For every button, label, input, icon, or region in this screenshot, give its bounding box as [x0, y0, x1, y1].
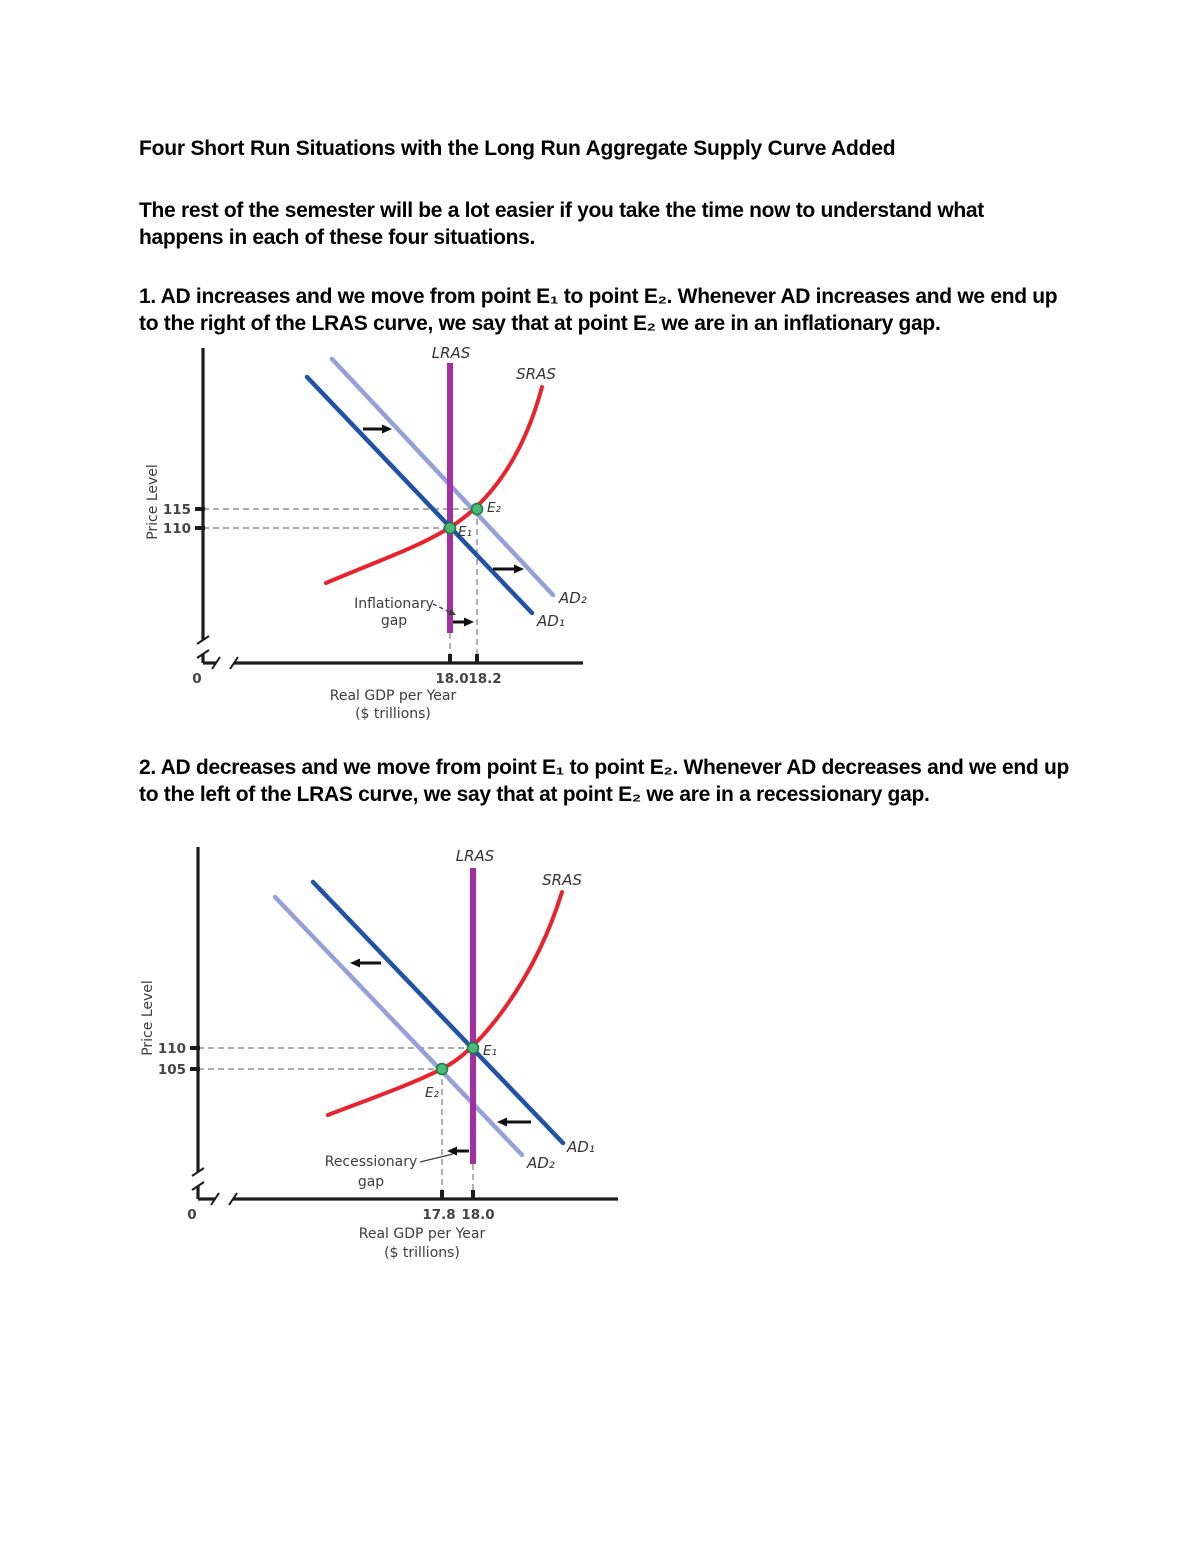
shift-arrow-head	[497, 1117, 507, 1127]
equilibrium-point-label: E₁	[483, 1043, 497, 1059]
equilibrium-point	[470, 502, 484, 516]
y-axis-title: Price Level	[140, 980, 156, 1056]
intro-line-2: happens in each of these four situations…	[139, 226, 536, 249]
x-axis-title-units: ($ trillions)	[355, 706, 431, 722]
inflationary-gap-chart: 115 110 18.0 18.2 0 Price Level Real GDP per Y…	[145, 344, 587, 722]
equilibrium-point	[443, 521, 457, 535]
item2-line-2: to the left of the LRAS curve, we say th…	[139, 783, 930, 806]
x-axis-break	[211, 656, 221, 670]
x-tick-label: 18.0	[435, 671, 468, 687]
x-tick-label: 18.2	[468, 671, 501, 687]
curve-label: SRAS	[542, 871, 582, 889]
x-axis-title: Real GDP per Year	[359, 1226, 486, 1242]
ad1-line	[304, 374, 535, 616]
x-axis-break	[210, 1192, 220, 1206]
curve-label: AD₁	[536, 612, 565, 630]
item1-line-2: to the right of the LRAS curve, we say t…	[139, 312, 941, 335]
equilibrium-point-label: E₂	[487, 500, 502, 516]
x-axis-title: Real GDP per Year	[330, 688, 457, 704]
curve-label: AD₂	[526, 1154, 555, 1172]
y-tick-label: 110	[158, 1041, 186, 1057]
curve-label: AD₂	[558, 589, 587, 607]
equilibrium-point	[466, 1041, 480, 1055]
ad2-line	[272, 894, 525, 1158]
x-axis-break	[229, 656, 239, 670]
sras-curve	[326, 890, 564, 1117]
y-axis-break	[196, 635, 210, 645]
y-tick-label: 115	[163, 502, 191, 518]
curve-label: LRAS	[432, 344, 471, 362]
sras-curve	[324, 385, 544, 585]
gap-pointer-line	[432, 603, 450, 613]
ad2-line	[329, 356, 556, 598]
gap-pointer-line	[419, 1153, 454, 1163]
gap-label: Inflationary	[354, 596, 434, 612]
item2-paragraph: 2. AD decreases and we move from point E…	[139, 754, 1069, 808]
gap-arrow-head	[447, 1146, 457, 1156]
x-axis-title-units: ($ trillions)	[384, 1245, 460, 1261]
origin-label: 0	[187, 1207, 196, 1223]
curve-label: SRAS	[516, 365, 556, 383]
x-tick-label: 18.0	[461, 1207, 494, 1223]
shift-arrow-head	[514, 564, 524, 574]
y-axis-break	[191, 1167, 205, 1177]
curve-label: AD₁	[566, 1138, 595, 1156]
y-axis-break	[191, 1181, 205, 1191]
pointer-head	[448, 608, 456, 616]
equilibrium-point-label: E₁	[458, 524, 472, 540]
gap-label: Recessionary	[325, 1154, 418, 1170]
gap-label: gap	[381, 613, 407, 629]
y-tick-label: 110	[163, 521, 191, 537]
y-axis-title: Price Level	[145, 464, 161, 540]
intro-line-1: The rest of the semester will be a lot e…	[139, 199, 984, 222]
item2-line-1: 2. AD decreases and we move from point E…	[139, 756, 1070, 779]
equilibrium-point-label: E₂	[425, 1085, 440, 1101]
y-axis-break	[196, 649, 210, 659]
recessionary-gap-chart: 110 105 17.8 18.0 0 Price Level Real GDP per Y…	[140, 847, 618, 1261]
item1-line-1: 1. AD increases and we move from point E…	[139, 285, 1058, 308]
equilibrium-point	[435, 1062, 449, 1076]
ad1-line	[310, 879, 566, 1146]
gap-label: gap	[358, 1174, 384, 1190]
origin-label: 0	[192, 671, 201, 687]
shift-arrow-head	[350, 958, 360, 968]
gap-arrow-head	[464, 617, 474, 627]
document-title: Four Short Run Situations with the Long …	[139, 137, 896, 160]
x-axis-break	[228, 1192, 238, 1206]
x-tick-label: 17.8	[422, 1207, 455, 1223]
curve-label: LRAS	[456, 847, 495, 865]
shift-arrow-head	[382, 424, 392, 434]
intro-paragraph: The rest of the semester will be a lot e…	[139, 197, 984, 251]
item1-paragraph: 1. AD increases and we move from point E…	[139, 283, 1058, 337]
y-tick-label: 105	[158, 1062, 186, 1078]
